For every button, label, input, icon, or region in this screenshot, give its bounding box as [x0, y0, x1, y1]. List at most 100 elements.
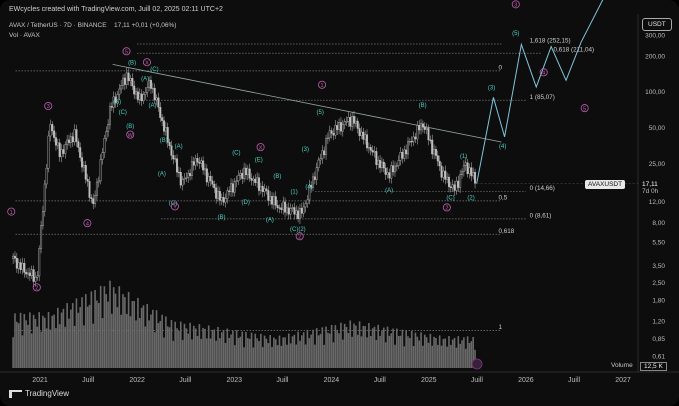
candle-body	[200, 160, 203, 164]
volume-bar	[29, 312, 31, 368]
candle-body	[122, 77, 125, 86]
candle-body	[347, 117, 350, 122]
volume-bar	[386, 326, 389, 368]
volume-bar	[159, 320, 162, 368]
x-tick-label: 2026	[518, 377, 534, 384]
volume-bar	[34, 318, 37, 368]
wave-label-circle	[83, 219, 92, 228]
volume-bar	[155, 310, 158, 368]
candle-body	[19, 262, 22, 270]
volume-bar	[222, 329, 225, 368]
wave-label-circle	[7, 207, 16, 216]
volume-bar	[388, 335, 391, 368]
volume-bar	[274, 339, 277, 368]
wave-label: (C)(2)	[290, 227, 306, 233]
candle-body	[343, 121, 346, 125]
candle-body	[30, 269, 33, 276]
candle-body	[162, 120, 165, 132]
candle-body	[243, 167, 246, 179]
volume-legend[interactable]: Vol · AVAX	[9, 32, 40, 39]
fib-level-label: 0	[498, 64, 502, 71]
candle-body	[315, 167, 318, 180]
volume-bar	[287, 333, 290, 368]
volume-bar	[172, 340, 175, 368]
candle-body	[217, 191, 220, 199]
currency-badge[interactable]: USDT	[642, 18, 672, 31]
wave-label-circle	[539, 68, 548, 77]
volume-bar	[256, 338, 258, 368]
candle-body	[375, 151, 378, 165]
volume-bar	[118, 286, 121, 368]
volume-bar	[284, 337, 286, 368]
volume-bar	[261, 347, 264, 368]
wave-label: (A)	[158, 171, 166, 177]
volume-bar	[314, 344, 316, 368]
wave-label-circle	[511, 0, 520, 9]
volume-bar	[319, 333, 322, 368]
candle-body	[328, 130, 331, 139]
candle-body	[412, 136, 415, 142]
volume-bar	[179, 321, 182, 368]
candle-body	[265, 188, 268, 191]
candle-body	[159, 107, 162, 118]
x-tick-label: 2022	[129, 377, 145, 384]
candle-body	[457, 180, 460, 188]
candle-body	[43, 183, 46, 212]
volume-bar	[235, 330, 238, 368]
candle-body	[263, 188, 266, 192]
volume-bar	[381, 330, 383, 368]
volume-bar	[135, 320, 137, 368]
volume-bar	[55, 328, 57, 368]
candle-body	[261, 186, 264, 192]
volume-bar	[79, 307, 81, 368]
y-tick-label: 1,20	[652, 318, 665, 325]
volume-bar	[19, 312, 22, 368]
candle-body	[306, 199, 309, 204]
wave-label: (A)	[385, 188, 393, 194]
candle-body	[410, 141, 413, 143]
candle-body	[395, 165, 398, 167]
volume-bar	[468, 342, 471, 368]
current-price-interval: 7d 0h	[642, 188, 659, 195]
volume-bar	[373, 326, 376, 368]
candle-body	[393, 165, 396, 173]
wave-label: (1)	[460, 154, 467, 160]
candle-body	[468, 167, 471, 174]
candle-body	[323, 150, 326, 155]
volume-bar	[327, 332, 329, 368]
candle-body	[194, 158, 197, 166]
candle-body	[423, 127, 426, 130]
volume-bar	[200, 338, 203, 368]
volume-bar	[267, 343, 270, 368]
symbol-line[interactable]: AVAX / TetherUS · 7D · BINANCE	[9, 22, 107, 29]
candle-body	[366, 134, 369, 149]
volume-bar	[114, 293, 117, 368]
volume-bar	[36, 326, 39, 368]
volume-bar	[137, 297, 139, 368]
volume-bar	[423, 334, 426, 368]
y-tick-label: 25,00	[649, 161, 666, 168]
candle-body	[82, 164, 85, 168]
volume-bar	[232, 330, 234, 368]
candle-body	[362, 131, 365, 140]
volume-bar	[315, 328, 318, 368]
volume-axis-label: Volume	[611, 362, 633, 369]
candle-body	[338, 122, 341, 130]
volume-bar	[148, 320, 150, 368]
candle-body	[446, 176, 449, 180]
candle-body	[142, 94, 145, 102]
candle-body	[332, 133, 335, 136]
volume-bar	[183, 323, 186, 368]
volume-bar	[161, 314, 163, 368]
candle-body	[40, 225, 43, 249]
candle-body	[433, 149, 436, 155]
candle-body	[129, 78, 132, 81]
volume-bar	[442, 338, 445, 368]
candle-body	[155, 97, 158, 101]
volume-bar	[450, 344, 452, 368]
volume-bar	[355, 325, 357, 368]
volume-bar	[75, 298, 78, 368]
candle-body	[336, 125, 339, 130]
candle-body	[99, 159, 102, 182]
